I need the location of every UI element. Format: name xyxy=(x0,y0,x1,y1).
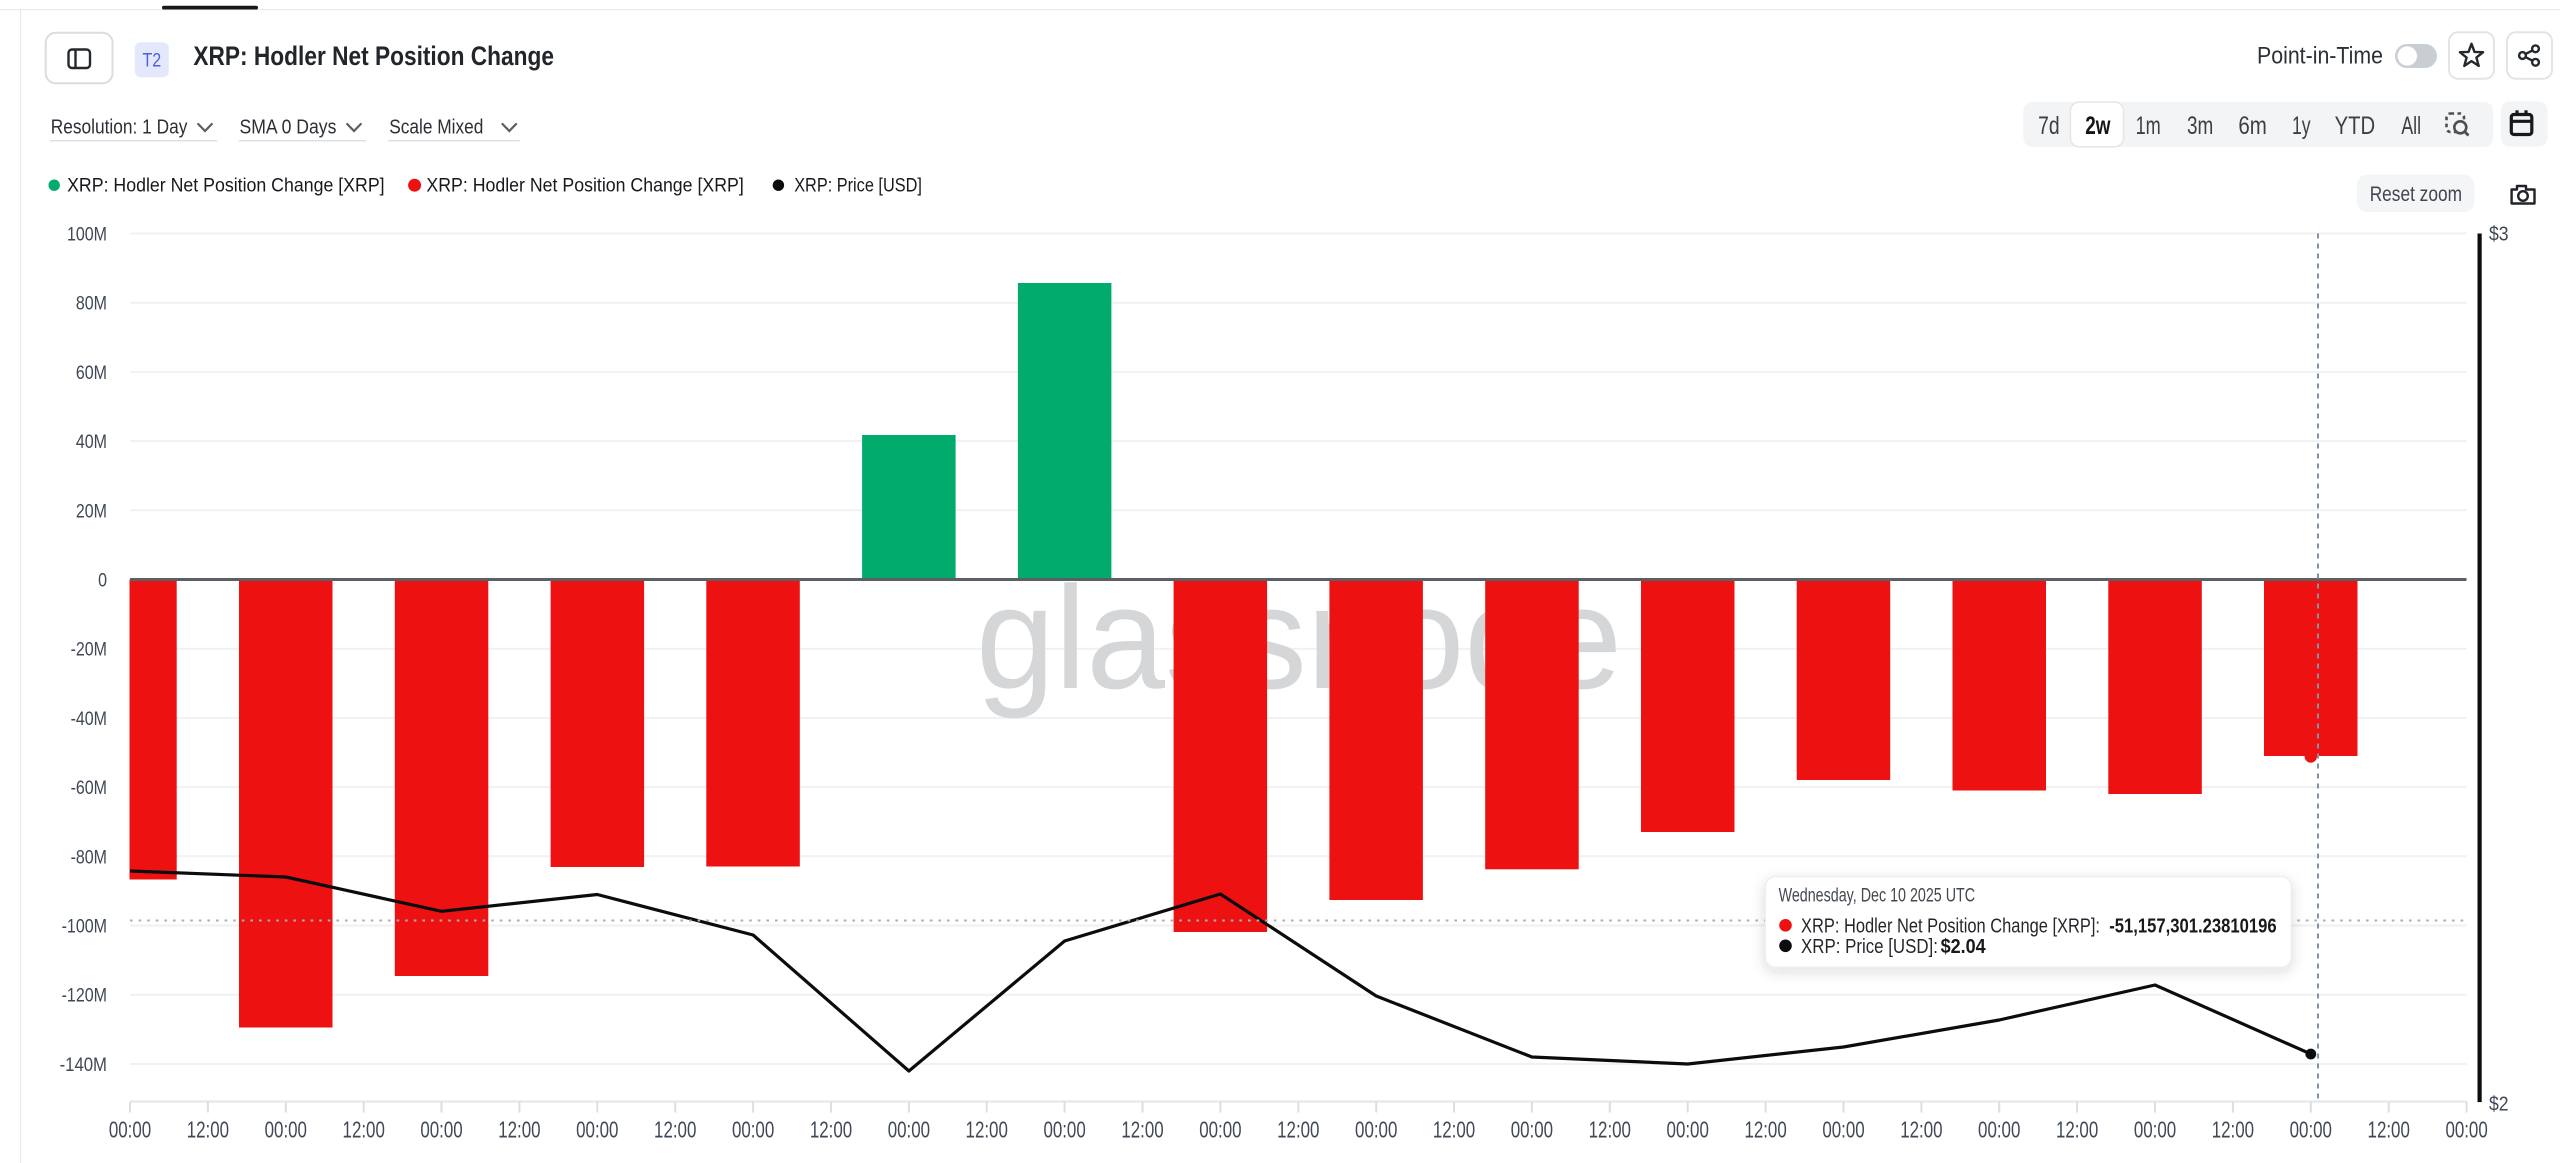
svg-text:00:00: 00:00 xyxy=(2445,1117,2487,1143)
svg-text:SMA 0 Days: SMA 0 Days xyxy=(240,117,337,139)
svg-text:-80M: -80M xyxy=(71,846,107,868)
svg-text:12:00: 12:00 xyxy=(810,1117,852,1143)
svg-text:00:00: 00:00 xyxy=(888,1117,930,1143)
svg-text:-40M: -40M xyxy=(71,708,107,730)
svg-text:3m: 3m xyxy=(2187,112,2213,140)
svg-text:12:00: 12:00 xyxy=(2056,1117,2098,1143)
svg-text:-120M: -120M xyxy=(62,985,107,1007)
svg-text:-20M: -20M xyxy=(71,639,107,661)
svg-text:XRP: Price [USD]:: XRP: Price [USD]: xyxy=(1801,936,1938,958)
svg-text:12:00: 12:00 xyxy=(498,1117,540,1143)
svg-text:12:00: 12:00 xyxy=(2368,1117,2410,1143)
svg-text:XRP: Hodler Net Position Chang: XRP: Hodler Net Position Change xyxy=(193,41,554,71)
svg-text:0: 0 xyxy=(98,570,107,592)
svg-text:T2: T2 xyxy=(142,50,161,71)
svg-text:Scale Mixed: Scale Mixed xyxy=(389,117,483,139)
svg-text:12:00: 12:00 xyxy=(1121,1117,1163,1143)
svg-text:-100M: -100M xyxy=(62,916,107,938)
svg-text:XRP: Hodler Net Position Chang: XRP: Hodler Net Position Change [XRP] xyxy=(426,175,743,197)
svg-text:00:00: 00:00 xyxy=(1978,1117,2020,1143)
svg-text:100M: 100M xyxy=(67,224,107,246)
svg-text:12:00: 12:00 xyxy=(654,1117,696,1143)
svg-text:12:00: 12:00 xyxy=(1900,1117,1942,1143)
svg-text:Wednesday, Dec 10 2025 UTC: Wednesday, Dec 10 2025 UTC xyxy=(1779,885,1976,906)
svg-text:00:00: 00:00 xyxy=(1355,1117,1397,1143)
svg-text:80M: 80M xyxy=(76,293,107,315)
svg-text:00:00: 00:00 xyxy=(1667,1117,1709,1143)
svg-text:60M: 60M xyxy=(76,362,107,384)
svg-text:7d: 7d xyxy=(2038,112,2060,140)
svg-text:Point-in-Time: Point-in-Time xyxy=(2257,43,2383,70)
svg-text:YTD: YTD xyxy=(2335,112,2376,140)
svg-text:12:00: 12:00 xyxy=(2212,1117,2254,1143)
svg-text:12:00: 12:00 xyxy=(187,1117,229,1143)
svg-text:12:00: 12:00 xyxy=(1277,1117,1319,1143)
svg-text:00:00: 00:00 xyxy=(576,1117,618,1143)
svg-text:$2.04: $2.04 xyxy=(1941,936,1987,958)
svg-text:Reset zoom: Reset zoom xyxy=(2370,183,2462,206)
svg-text:Resolution: 1 Day: Resolution: 1 Day xyxy=(51,117,188,139)
svg-text:-51,157,301.23810196: -51,157,301.23810196 xyxy=(2109,915,2276,937)
svg-text:XRP: Price [USD]: XRP: Price [USD] xyxy=(794,175,922,197)
svg-text:00:00: 00:00 xyxy=(732,1117,774,1143)
svg-text:00:00: 00:00 xyxy=(265,1117,307,1143)
svg-text:00:00: 00:00 xyxy=(109,1117,151,1143)
svg-text:12:00: 12:00 xyxy=(1433,1117,1475,1143)
svg-text:00:00: 00:00 xyxy=(420,1117,462,1143)
svg-text:6m: 6m xyxy=(2238,112,2267,140)
svg-text:00:00: 00:00 xyxy=(2290,1117,2332,1143)
svg-text:12:00: 12:00 xyxy=(1589,1117,1631,1143)
svg-text:40M: 40M xyxy=(76,431,107,453)
svg-text:00:00: 00:00 xyxy=(1511,1117,1553,1143)
svg-text:All: All xyxy=(2401,112,2421,140)
svg-text:XRP: Hodler Net Position Chang: XRP: Hodler Net Position Change [XRP] xyxy=(67,175,385,197)
svg-text:2w: 2w xyxy=(2085,112,2111,140)
svg-text:20M: 20M xyxy=(76,500,107,522)
svg-text:12:00: 12:00 xyxy=(966,1117,1008,1143)
svg-text:-140M: -140M xyxy=(60,1054,107,1076)
svg-text:1y: 1y xyxy=(2292,112,2311,140)
svg-text:00:00: 00:00 xyxy=(1199,1117,1241,1143)
svg-text:-60M: -60M xyxy=(71,777,107,799)
svg-text:00:00: 00:00 xyxy=(1822,1117,1864,1143)
svg-text:00:00: 00:00 xyxy=(1043,1117,1085,1143)
svg-text:$2: $2 xyxy=(2489,1094,2509,1116)
svg-text:1m: 1m xyxy=(2136,112,2161,140)
svg-text:$3: $3 xyxy=(2489,224,2509,246)
svg-text:00:00: 00:00 xyxy=(2134,1117,2176,1143)
svg-text:12:00: 12:00 xyxy=(343,1117,385,1143)
svg-text:12:00: 12:00 xyxy=(1744,1117,1786,1143)
svg-text:XRP: Hodler Net Position Chang: XRP: Hodler Net Position Change [XRP]: xyxy=(1801,915,2100,937)
